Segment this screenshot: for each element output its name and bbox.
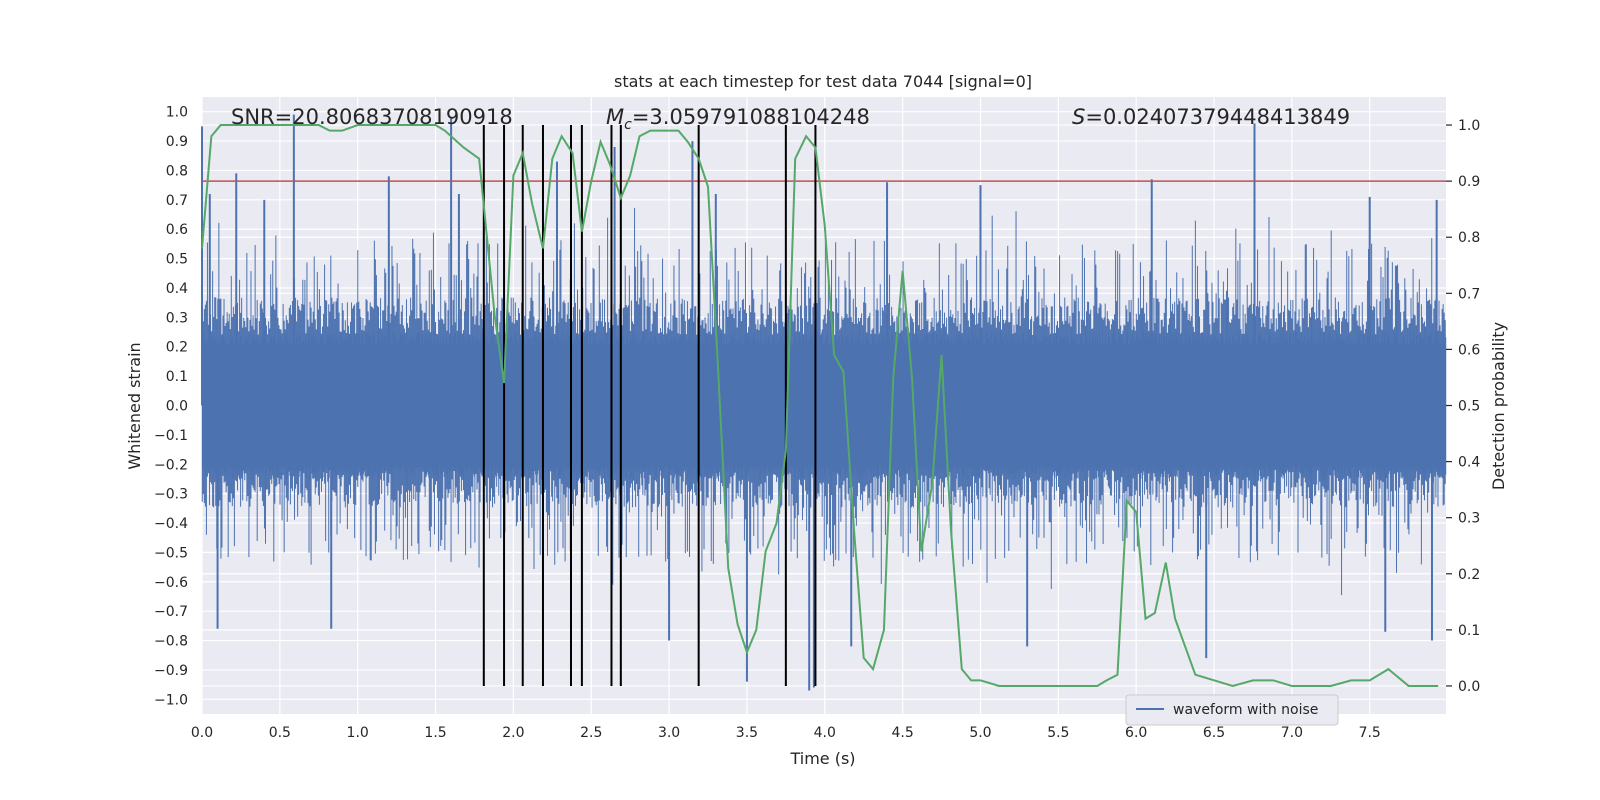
chirp-mass-annotation: Mc=3.059791088104248 xyxy=(606,105,870,133)
detection-probability-series xyxy=(201,124,1439,687)
left-y-tick-label: −0.7 xyxy=(154,604,188,620)
chirp-mass-value: =3.059791088104248 xyxy=(632,105,870,129)
right-y-tick-label: 0.6 xyxy=(1458,342,1480,358)
x-tick-label: 5.0 xyxy=(969,725,991,741)
left-y-tick-label: −0.4 xyxy=(154,516,188,532)
left-y-tick-label: 0.3 xyxy=(166,310,188,326)
right-y-tick-label: 0.2 xyxy=(1458,567,1480,583)
left-y-tick-label: 0.2 xyxy=(166,340,188,356)
left-y-tick-label: −0.6 xyxy=(154,575,188,591)
x-axis-label: Time (s) xyxy=(789,749,855,768)
s-symbol: S xyxy=(1072,105,1085,129)
legend: waveform with noise xyxy=(1125,694,1339,726)
left-y-tick-label: −0.2 xyxy=(154,457,188,473)
marker-lines xyxy=(482,125,817,686)
s-annotation: S=0.02407379448413849 xyxy=(1072,105,1350,129)
chart-title: stats at each timestep for test data 704… xyxy=(614,72,1032,91)
right-y-tick-label: 0.5 xyxy=(1458,399,1480,415)
x-tick-label: 1.0 xyxy=(347,725,369,741)
left-y-tick-label: 0.9 xyxy=(166,134,188,150)
x-tick-label: 0.0 xyxy=(191,725,213,741)
left-y-tick-label: 0.1 xyxy=(166,369,188,385)
chirp-mass-symbol: M xyxy=(606,105,624,129)
chirp-mass-subscript: c xyxy=(624,117,632,133)
right-y-tick-label: 0.7 xyxy=(1458,286,1480,302)
right-y-axis-ticks: 0.0 0.1 0.2 0.3 0.4 0.5 0.6 0.7 0.8 0.9 1.0 xyxy=(1446,118,1480,695)
left-y-tick-label: −0.8 xyxy=(154,634,188,650)
waveform-series xyxy=(201,114,1447,691)
right-y-tick-label: 0.0 xyxy=(1458,679,1480,695)
waveform-core-band xyxy=(202,343,1446,468)
left-y-tick-label: −0.5 xyxy=(154,545,188,561)
x-tick-label: 4.0 xyxy=(814,725,836,741)
x-tick-label: 4.5 xyxy=(891,725,913,741)
x-tick-label: 1.5 xyxy=(424,725,446,741)
right-y-tick-label: 0.4 xyxy=(1458,455,1480,471)
x-tick-label: 6.0 xyxy=(1125,725,1147,741)
left-y-tick-label: −1.0 xyxy=(154,692,188,708)
left-y-tick-label: 0.5 xyxy=(166,252,188,268)
right-y-tick-label: 0.3 xyxy=(1458,511,1480,527)
left-y-tick-label: 0.4 xyxy=(166,281,188,297)
left-y-tick-label: −0.3 xyxy=(154,487,188,503)
left-y-tick-label: −0.9 xyxy=(154,663,188,679)
legend-box xyxy=(1125,694,1339,726)
left-y-tick-label: 0.7 xyxy=(166,193,188,209)
left-y-axis-ticks: −1.0 −0.9 −0.8 −0.7 −0.6 −0.5 −0.4 −0.3 −0.2 −0.1… xyxy=(154,105,188,709)
left-y-tick-label: 0.8 xyxy=(166,163,188,179)
left-y-tick-label: 0.6 xyxy=(166,222,188,238)
right-y-tick-label: 0.9 xyxy=(1458,174,1480,190)
x-tick-label: 7.5 xyxy=(1359,725,1381,741)
left-y-axis-label: Whitened strain xyxy=(125,342,144,469)
x-tick-label: 3.0 xyxy=(658,725,680,741)
x-axis-ticks: 0.0 0.5 1.0 1.5 2.0 2.5 3.0 3.5 4.0 4.5 5.0 5.5 6.0 6… xyxy=(191,725,1381,741)
right-y-tick-label: 1.0 xyxy=(1458,118,1480,134)
left-y-tick-label: 0.0 xyxy=(166,399,188,415)
left-y-tick-label: 1.0 xyxy=(166,105,188,121)
x-tick-label: 0.5 xyxy=(269,725,291,741)
right-y-tick-label: 0.8 xyxy=(1458,230,1480,246)
x-tick-label: 6.5 xyxy=(1203,725,1225,741)
s-value: =0.02407379448413849 xyxy=(1085,105,1350,129)
left-y-tick-label: −0.1 xyxy=(154,428,188,444)
right-y-axis-label: Detection probability xyxy=(1489,322,1508,490)
right-y-tick-label: 0.1 xyxy=(1458,623,1480,639)
x-tick-label: 5.5 xyxy=(1047,725,1069,741)
x-tick-label: 2.0 xyxy=(502,725,524,741)
x-tick-label: 2.5 xyxy=(580,725,602,741)
detection-probability-line xyxy=(201,124,1439,687)
legend-label: waveform with noise xyxy=(1173,702,1318,718)
x-tick-label: 3.5 xyxy=(736,725,758,741)
x-tick-label: 7.0 xyxy=(1281,725,1303,741)
snr-annotation: SNR=20.80683708190918 xyxy=(231,105,513,129)
